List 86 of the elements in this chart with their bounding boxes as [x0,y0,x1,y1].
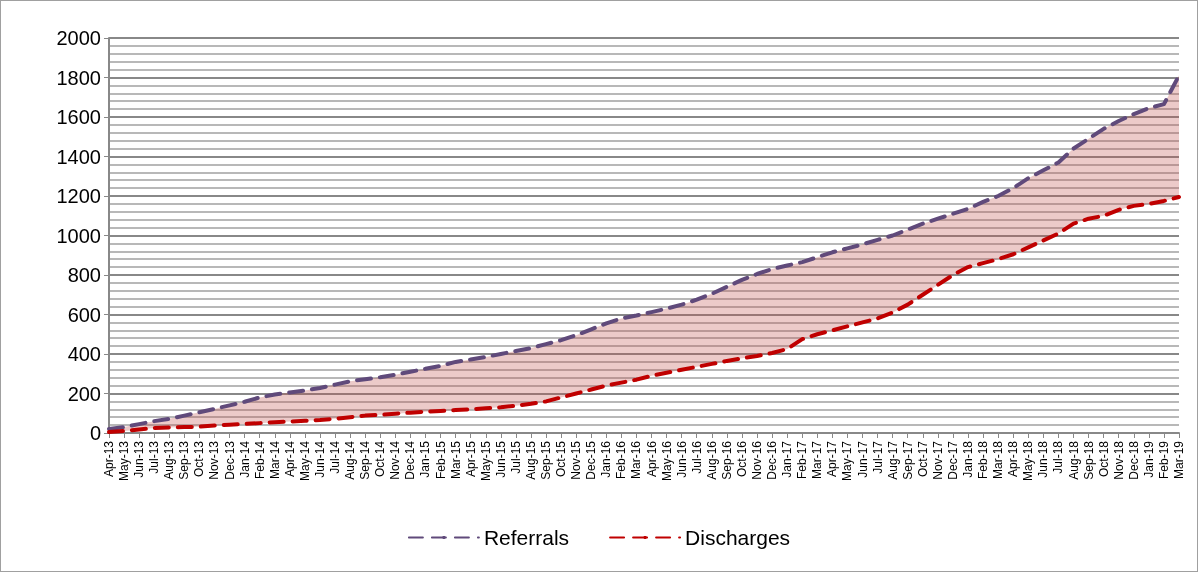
y-tick-label: 1000 [56,224,101,247]
x-tick-label: Feb-18 [976,440,991,480]
x-tick-label: Feb-17 [795,440,810,480]
x-tick-label: Feb-16 [614,440,629,480]
x-tick-label: Jan-19 [1141,440,1156,478]
y-tick-label: 1400 [56,145,101,168]
y-tick-label: 1600 [56,106,101,128]
x-tick-label: Jun-13 [132,440,147,478]
x-tick-label: Sep-16 [719,440,734,480]
x-tick-label: Mar-14 [267,440,282,480]
y-tick-label: 0 [89,422,101,444]
x-tick-label: Aug-13 [162,440,177,480]
x-tick-label: Aug-16 [704,440,719,480]
x-tick-label: Oct-16 [734,440,749,478]
x-tick-label: Mar-19 [1172,440,1186,480]
x-tick-label: Dec-16 [765,440,780,480]
x-tick-label: Jul-17 [870,440,885,474]
x-tick-label: Mar-17 [810,440,825,480]
x-tick-label: Sep-17 [900,440,915,480]
x-tick-label: Dec-18 [1126,440,1141,480]
x-tick-label: Nov-17 [930,440,945,480]
x-tick-label: Jan-15 [418,440,433,478]
x-tick-label: Aug-18 [1066,440,1081,480]
x-tick-label: Nov-13 [207,440,222,480]
x-tick-label: Feb-14 [252,440,267,480]
x-tick-label: Nov-16 [750,440,765,480]
x-tick-label: Dec-17 [945,440,960,480]
x-tick-label: Mar-16 [629,440,644,480]
x-tick-label: Nov-18 [1111,440,1126,480]
y-tick-label: 800 [67,264,101,286]
x-tick-label: Aug-17 [885,440,900,480]
y-tick-label: 600 [67,303,101,326]
x-tick-label: Apr-13 [102,440,116,478]
x-tick-label: Jul-16 [689,440,704,474]
x-tick-label: Jan-18 [961,440,976,478]
x-tick-label: Oct-18 [1096,440,1111,478]
x-tick-label: Nov-14 [388,440,403,480]
x-tick-label: May-15 [478,440,493,482]
x-tick-label: Jun-18 [1036,440,1051,478]
x-tick-label: Sep-13 [177,440,192,480]
x-tick-label: Dec-15 [584,440,599,480]
x-tick-label: Dec-14 [403,440,418,480]
line-series [107,194,1181,435]
y-tick-label: 1200 [56,185,101,207]
x-tick-label: Apr-16 [644,440,659,478]
x-tick-label: Aug-14 [343,440,358,480]
x-tick-label: Jul-14 [328,440,343,474]
x-tick-label: Apr-14 [282,440,297,478]
x-tick-label: Sep-18 [1081,440,1096,480]
x-tick-label: Apr-18 [1006,440,1021,478]
y-tick-label: 1800 [56,66,101,89]
x-tick-label: Oct-14 [373,440,388,478]
x-tick-label: Apr-15 [463,440,478,478]
x-tick-label: Jan-14 [237,440,252,478]
x-tick-label: Mar-15 [448,440,463,480]
x-tick-label: Dec-13 [222,440,237,480]
y-tick-label: 2000 [56,27,101,49]
x-tick-label: Apr-17 [825,440,840,478]
x-tick-label: May-17 [840,440,855,482]
y-tick-label: 400 [67,343,101,365]
x-tick-label: Oct-13 [192,440,207,478]
x-tick-label: Mar-18 [991,440,1006,480]
legend-label: Discharges [685,526,791,549]
x-tick-label: May-16 [659,440,674,482]
x-tick-label: Jun-17 [855,440,870,478]
x-tick-label: Jun-15 [493,440,508,478]
x-tick-label: Jan-16 [599,440,614,478]
x-tick-label: Jan-17 [780,440,795,478]
x-tick-label: May-14 [297,440,312,482]
x-tick-label: May-13 [117,440,132,482]
x-tick-label: May-18 [1021,440,1036,482]
x-tick-label: Jun-16 [674,440,689,478]
x-tick-label: Jul-15 [508,440,523,474]
x-tick-label: Sep-14 [358,440,373,480]
x-tick-label: Oct-17 [915,440,930,478]
x-tick-label: Feb-15 [433,440,448,480]
x-tick-label: Jul-13 [147,440,162,474]
x-tick-label: Nov-15 [569,440,584,480]
y-tick-label: 200 [67,382,101,405]
x-tick-label: Jun-14 [312,440,327,478]
x-tick-label: Oct-15 [554,440,569,478]
x-tick-label: Jul-18 [1051,440,1066,474]
x-tick-label: Sep-15 [539,440,554,480]
x-tick-label: Feb-19 [1156,440,1171,480]
legend-label: Referrals [483,526,570,549]
x-tick-label: Aug-15 [523,440,538,480]
